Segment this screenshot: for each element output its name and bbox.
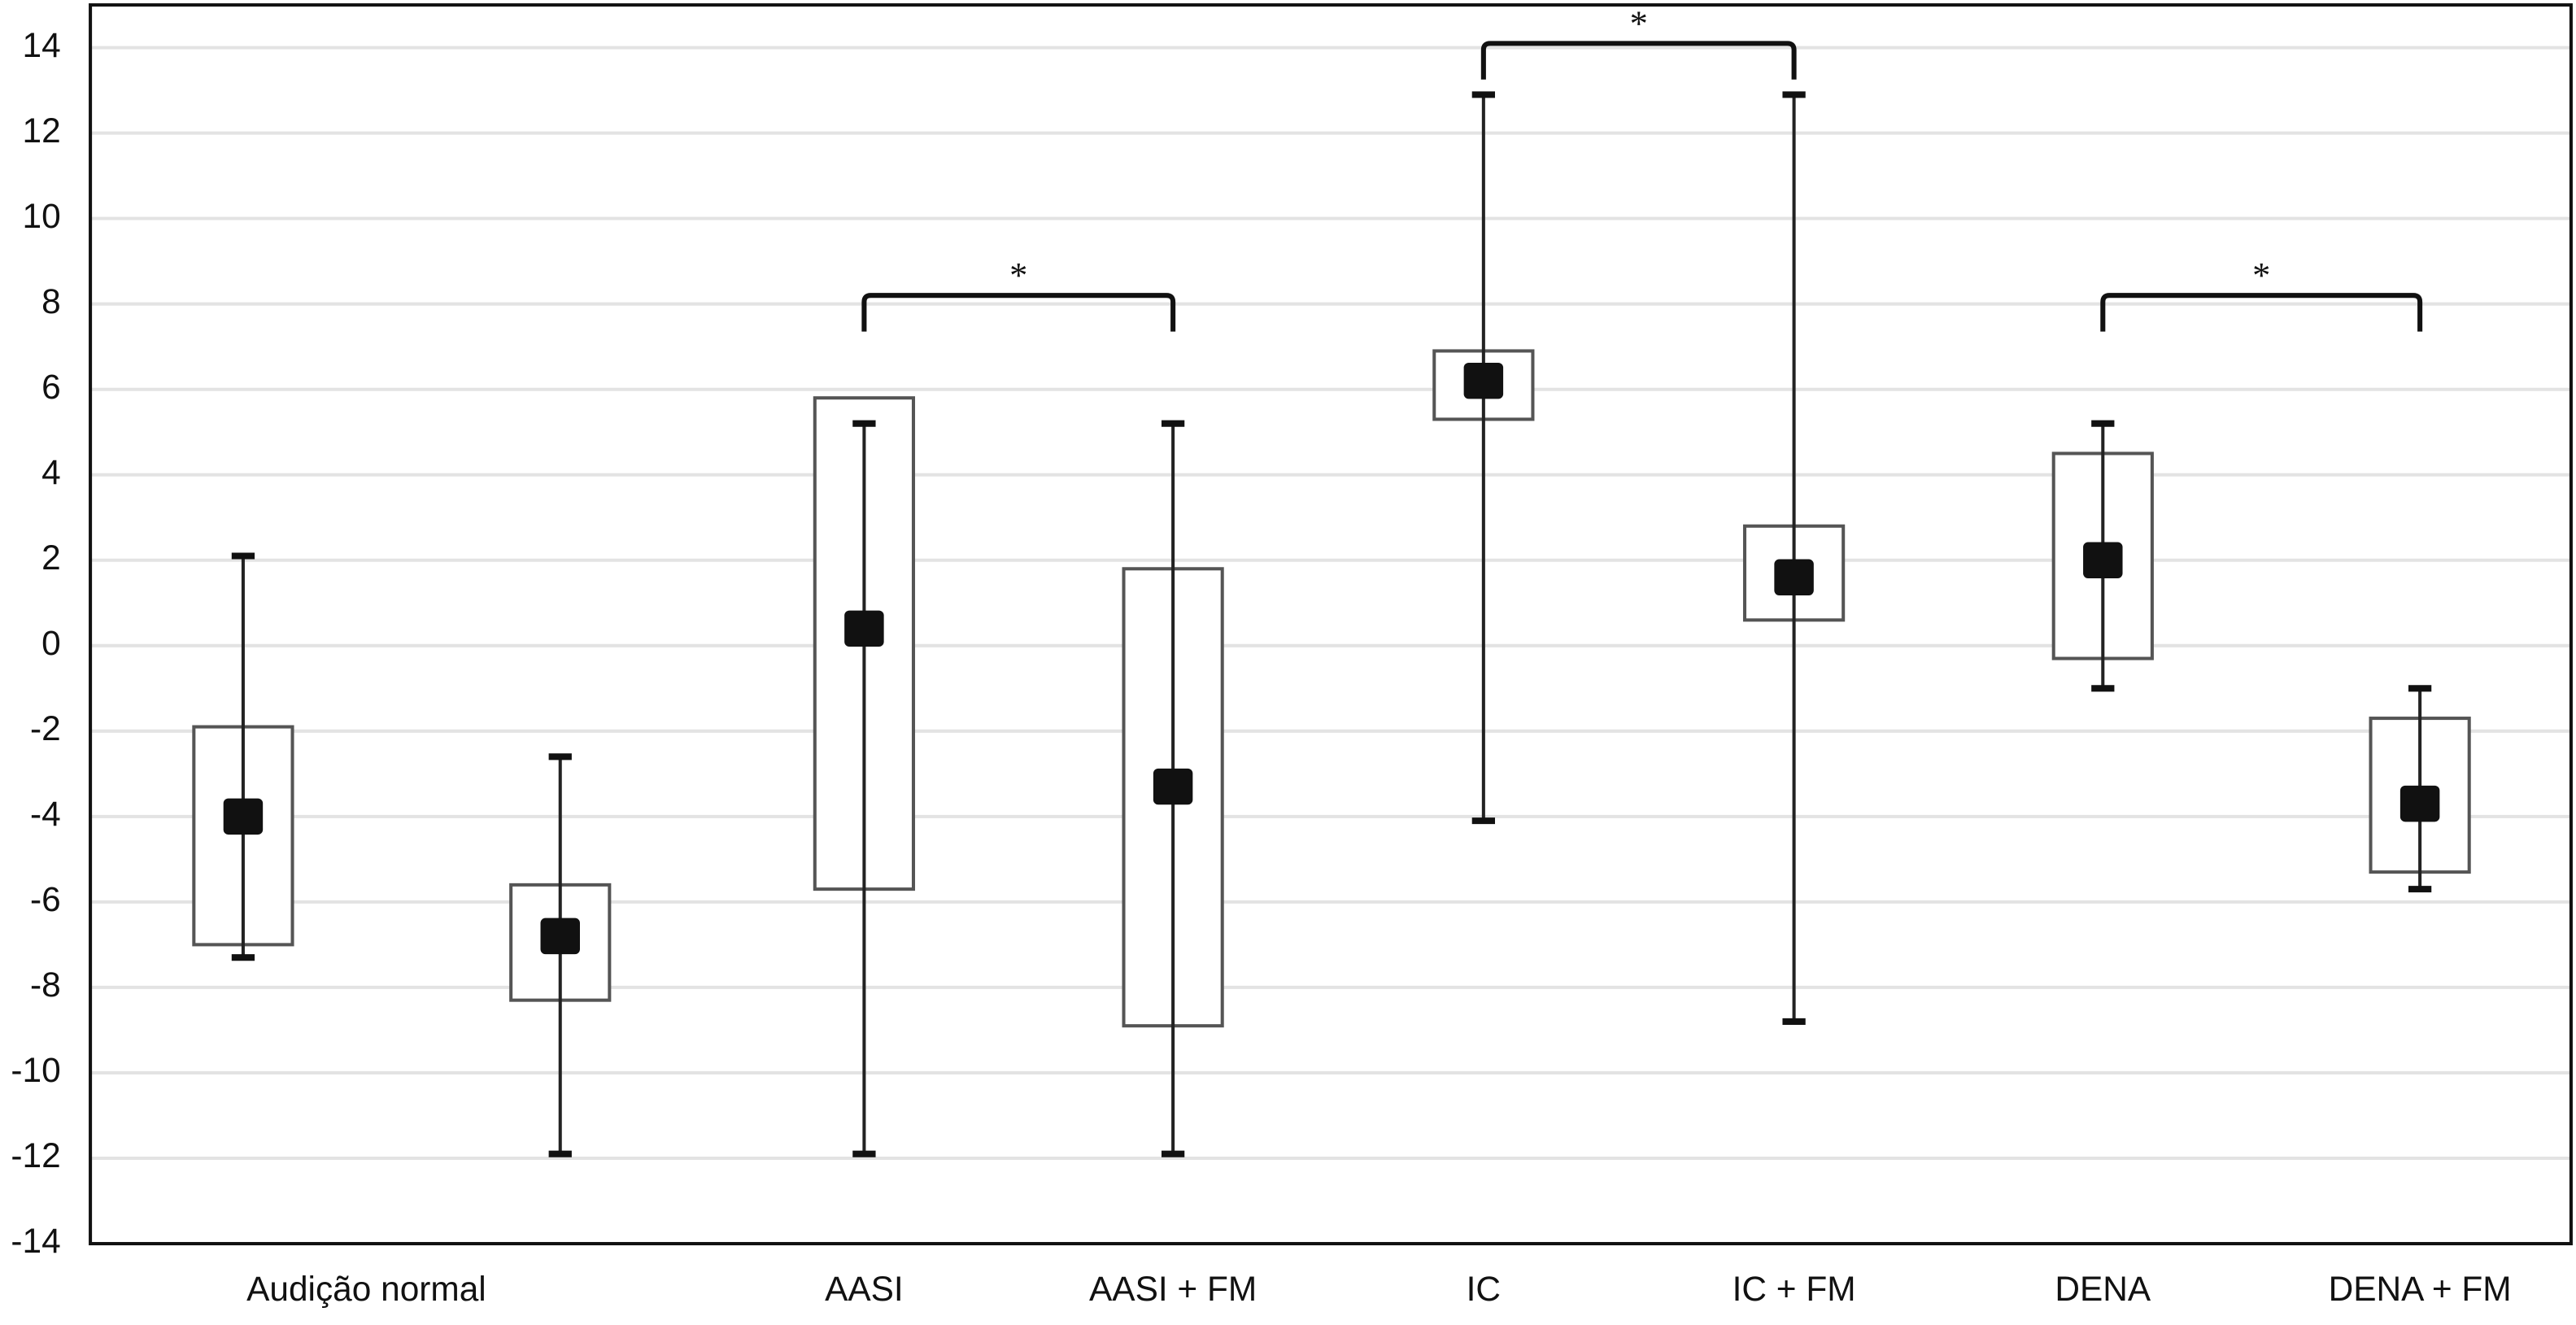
x-tick-label: IC + FM — [1733, 1270, 1856, 1308]
y-tick-label: 12 — [23, 111, 61, 150]
y-tick-label: -10 — [11, 1051, 60, 1089]
x-tick-label: DENA — [2055, 1270, 2151, 1308]
y-tick-label: -4 — [30, 795, 61, 833]
y-tick-label: -12 — [11, 1136, 60, 1175]
plot-frame — [89, 3, 2573, 1246]
significance-label: * — [1009, 255, 1027, 295]
median-marker — [1774, 559, 1814, 595]
x-tick-label: Audição normal — [246, 1270, 486, 1308]
y-tick-label: 2 — [41, 538, 61, 577]
y-tick-label: -14 — [11, 1222, 60, 1260]
y-tick-label: -8 — [30, 965, 61, 1004]
y-tick-label: 6 — [41, 368, 61, 406]
x-tick-label: AASI — [825, 1270, 904, 1308]
y-tick-label: 8 — [41, 282, 61, 320]
median-marker — [844, 610, 884, 647]
x-tick-label: DENA + FM — [2329, 1270, 2512, 1308]
significance-bracket — [2100, 293, 2423, 332]
significance-bracket — [1480, 41, 1797, 80]
y-tick-label: 14 — [23, 26, 61, 64]
y-tick-label: -2 — [30, 709, 61, 747]
median-marker — [1153, 768, 1193, 805]
significance-label: * — [2252, 255, 2270, 295]
x-tick-label: IC — [1467, 1270, 1501, 1308]
y-tick-label: -6 — [30, 880, 61, 918]
y-tick-label: 4 — [41, 453, 61, 491]
x-tick-label: AASI + FM — [1089, 1270, 1257, 1308]
y-tick-label: 10 — [23, 197, 61, 235]
median-marker — [1463, 362, 1504, 399]
significance-bracket — [861, 293, 1176, 332]
median-marker — [223, 798, 264, 835]
median-marker — [540, 917, 580, 955]
median-marker — [2083, 542, 2123, 578]
significance-label: * — [1630, 2, 1648, 43]
y-tick-label: 0 — [41, 624, 61, 662]
median-marker — [2399, 785, 2440, 822]
